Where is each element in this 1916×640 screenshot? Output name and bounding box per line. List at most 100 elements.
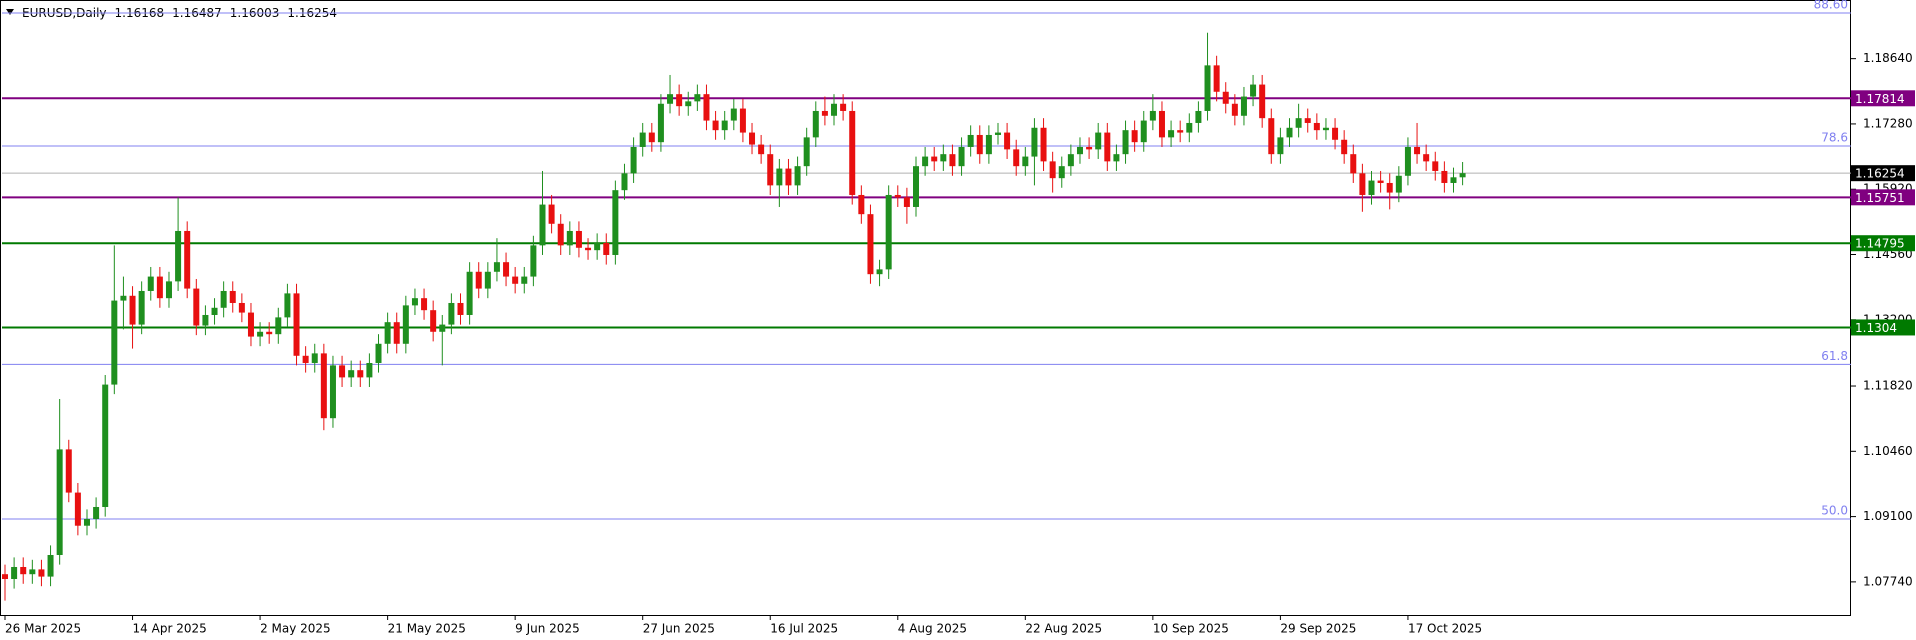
candle-body	[694, 94, 701, 102]
x-tick-label: 26 Mar 2025	[5, 622, 81, 636]
candle-body	[821, 110, 828, 116]
candle-body	[1095, 132, 1102, 150]
candle-body	[411, 298, 418, 306]
candle-body	[739, 108, 746, 133]
candle-body	[20, 566, 27, 575]
candle-body	[776, 168, 783, 186]
candle-body	[1240, 96, 1247, 116]
candle-body	[512, 276, 519, 284]
candle-body	[184, 230, 191, 289]
candle-body	[1414, 146, 1421, 155]
candle-body	[393, 322, 400, 344]
x-tick-label: 10 Sep 2025	[1153, 622, 1229, 636]
y-tick-label: 1.07740	[1863, 574, 1913, 588]
x-tick-label: 27 Jun 2025	[643, 622, 715, 636]
candle-body	[1177, 130, 1184, 133]
level-box	[1851, 235, 1915, 252]
candle-body	[1268, 118, 1275, 155]
x-tick-label: 9 Jun 2025	[515, 622, 580, 636]
candle-body	[1140, 120, 1147, 143]
candle-body	[703, 94, 710, 121]
candle-body	[1341, 139, 1348, 155]
candle-body	[1067, 154, 1074, 167]
candle-body	[876, 269, 883, 275]
candle-body	[712, 120, 719, 131]
candle-body	[348, 370, 355, 378]
candle-body	[229, 290, 236, 303]
x-tick-label: 2 May 2025	[260, 622, 331, 636]
candle-body	[603, 242, 610, 255]
candle-body	[1377, 180, 1384, 183]
candle-body	[193, 288, 200, 326]
current-price-label: 1.16254	[1855, 167, 1905, 181]
candle-body	[1049, 161, 1056, 179]
candle-body	[311, 353, 318, 363]
candle-body	[220, 290, 227, 308]
candle-body	[585, 247, 592, 251]
candle-body	[475, 271, 482, 289]
candle-body	[967, 134, 974, 147]
candle-body	[302, 355, 309, 363]
candle-body	[102, 384, 109, 507]
candle-body	[1250, 84, 1257, 97]
candle-body	[594, 242, 601, 251]
candle-body	[1149, 110, 1156, 121]
candle-body	[1086, 146, 1093, 150]
candle-body	[758, 144, 765, 155]
candle-body	[257, 331, 264, 337]
candle-body	[949, 154, 956, 167]
candle-body	[931, 156, 938, 162]
candle-body	[493, 262, 500, 272]
candle-body	[1204, 65, 1211, 111]
candle-body	[175, 230, 182, 282]
candle-body	[566, 230, 573, 246]
candle-body	[74, 492, 81, 526]
ohlc-value: 1.16168	[115, 6, 165, 20]
x-tick-label: 17 Oct 2025	[1408, 622, 1482, 636]
candle-body	[985, 134, 992, 155]
candle-body	[575, 230, 582, 248]
candle-body	[466, 271, 473, 315]
candle-body	[621, 173, 628, 191]
candle-body	[849, 110, 856, 195]
x-tick-label: 4 Aug 2025	[898, 622, 967, 636]
candle-body	[402, 305, 409, 344]
fib-label: 50.0	[1821, 503, 1848, 517]
candle-body	[1295, 118, 1302, 128]
candle-body	[1423, 154, 1430, 162]
candle-body	[56, 449, 63, 555]
candle-body	[1368, 180, 1375, 195]
candle-body	[1386, 182, 1393, 193]
candle-body	[1131, 130, 1138, 143]
candle-body	[503, 262, 510, 277]
candle-body	[1168, 130, 1175, 138]
y-tick-label: 1.11820	[1863, 379, 1913, 393]
candle-body	[11, 566, 18, 579]
candle-body	[803, 137, 810, 167]
candle-body	[357, 370, 364, 378]
candle-body	[657, 103, 664, 143]
candle-body	[247, 312, 254, 337]
menu-arrow[interactable]	[6, 9, 14, 15]
candle-body	[448, 302, 455, 325]
candle-body	[38, 569, 45, 577]
candle-body	[767, 154, 774, 186]
candle-body	[1122, 130, 1129, 155]
candle-body	[940, 154, 947, 162]
header: EURUSD,Daily 1.16168 1.16487 1.16003 1.16254	[22, 6, 337, 20]
candle-body	[867, 214, 874, 275]
candle-body	[812, 110, 819, 138]
candle-body	[1013, 149, 1020, 167]
candle-body	[156, 276, 163, 299]
candle-body	[958, 146, 965, 167]
candle-body	[730, 108, 737, 121]
candle-body	[320, 353, 327, 419]
x-tick-label: 29 Sep 2025	[1280, 622, 1356, 636]
candle-body	[1277, 137, 1284, 155]
candle-body	[1432, 161, 1439, 171]
candle-body	[1104, 132, 1111, 162]
candle-body	[1350, 154, 1357, 174]
candle-body	[65, 449, 72, 493]
candle-body	[120, 295, 127, 301]
candle-body	[238, 302, 245, 313]
